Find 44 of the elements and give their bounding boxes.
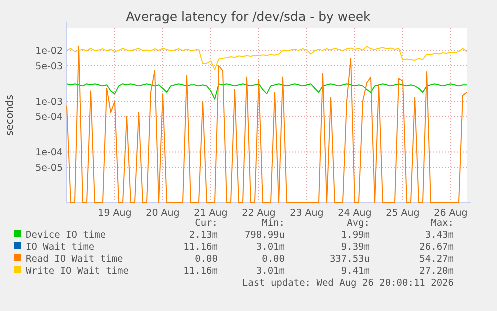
text: Last update: Wed Aug 26 20:00:11 2026 (242, 278, 454, 289)
x-tick-label: 21 Aug (194, 208, 228, 219)
line-series (66, 84, 468, 100)
text: Max: (431, 218, 454, 229)
x-tick-label: 24 Aug (338, 208, 372, 219)
text: 54.27m (420, 254, 454, 265)
x-tick-label: 20 Aug (146, 208, 180, 219)
text: 0.00 (195, 254, 218, 265)
text: 26.67m (420, 242, 454, 253)
y-tick-label: 1e-04 (36, 148, 63, 159)
text: 2.13m (189, 230, 218, 241)
x-tick-label: 22 Aug (242, 208, 276, 219)
text: Cur: (195, 218, 218, 229)
line-series (66, 46, 468, 204)
text: 9.41m (341, 266, 370, 277)
legend-label: Write IO Wait time (26, 266, 130, 277)
text: Min: (262, 218, 285, 229)
x-tick-label: 25 Aug (386, 208, 420, 219)
text: 27.20m (420, 266, 454, 277)
text: 3.43m (425, 230, 454, 241)
text: 337.53u (330, 254, 370, 265)
x-tick-label: 23 Aug (290, 208, 324, 219)
text: 1.99m (341, 230, 370, 241)
legend-label: IO Wait time (26, 242, 95, 253)
legend-label: Read IO Wait time (26, 254, 124, 265)
y-axis-title: seconds (5, 95, 16, 136)
line-series (66, 46, 468, 70)
y-tick-label: 5e-05 (36, 162, 63, 174)
y-tick-label: 5e-03 (36, 61, 63, 72)
x-tick-label: 19 Aug (98, 208, 132, 219)
text: 11.16m (184, 242, 218, 253)
y-tick-label: 1e-03 (36, 96, 63, 108)
text: Avg: (347, 218, 370, 229)
x-tick-label: 26 Aug (434, 208, 468, 219)
text: 798.99u (244, 230, 285, 241)
chart-title: Average latency for /dev/sda - by week (126, 9, 372, 24)
text: 0.00 (262, 254, 286, 265)
legend-label: Device IO time (26, 230, 106, 241)
text: 11.16m (184, 266, 218, 277)
text: 9.39m (341, 242, 370, 253)
text: 3.01m (256, 266, 286, 277)
text: 3.01m (256, 242, 286, 253)
y-tick-label: 5e-04 (36, 112, 63, 124)
y-tick-label: 1e-02 (36, 46, 63, 58)
